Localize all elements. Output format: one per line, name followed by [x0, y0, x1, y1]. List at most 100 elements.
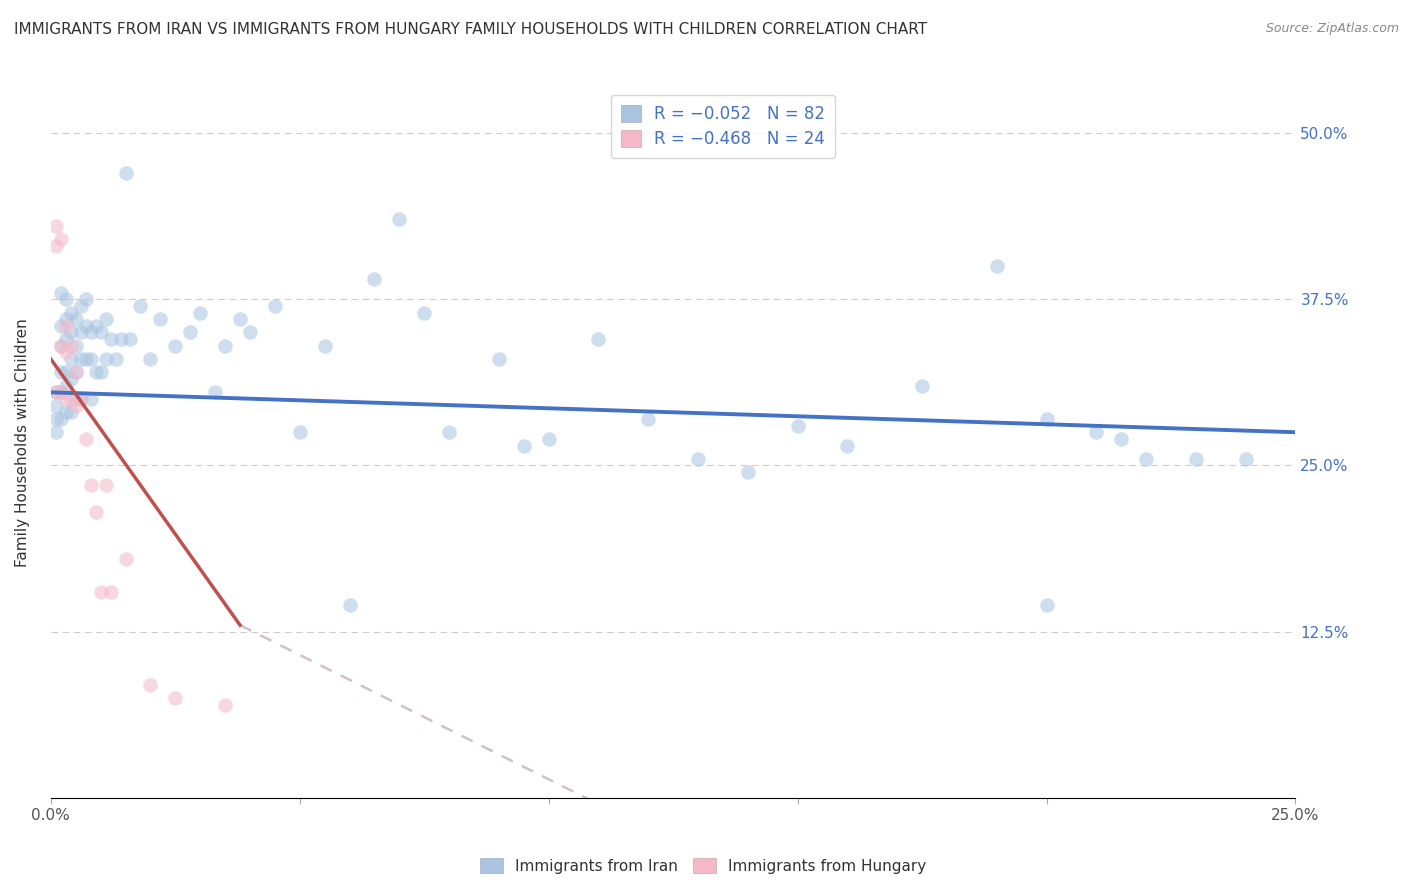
Point [786, 418, 808, 433]
Point [204, 385, 226, 400]
Point [55, 365, 77, 379]
Point [49, 232, 72, 246]
Point [84, 318, 107, 333]
Point [65, 399, 87, 413]
Point [84, 365, 107, 379]
Point [110, 332, 132, 346]
Point [69, 352, 91, 367]
Point [263, 299, 285, 313]
Point [214, 339, 236, 353]
Point [65, 339, 87, 353]
Point [363, 272, 385, 286]
Point [129, 299, 152, 313]
Point [59, 372, 82, 386]
Point [100, 585, 122, 599]
Point [49, 385, 72, 400]
Point [59, 392, 82, 406]
Point [59, 339, 82, 353]
Point [65, 365, 87, 379]
Point [837, 438, 859, 452]
Point [55, 405, 77, 419]
Point [45, 399, 67, 413]
Point [79, 326, 101, 340]
Point [49, 412, 72, 426]
Point [1109, 432, 1132, 446]
Point [45, 239, 67, 253]
Point [149, 312, 172, 326]
Point [94, 352, 117, 367]
Point [79, 352, 101, 367]
Point [314, 339, 336, 353]
Point [139, 678, 162, 692]
Point [45, 425, 67, 440]
Point [55, 392, 77, 406]
Point [49, 285, 72, 300]
Point [413, 305, 436, 319]
Point [104, 352, 127, 367]
Point [179, 326, 201, 340]
Point [588, 332, 610, 346]
Point [65, 312, 87, 326]
Point [637, 412, 659, 426]
Point [59, 326, 82, 340]
Point [75, 352, 97, 367]
Point [45, 219, 67, 233]
Point [55, 332, 77, 346]
Point [120, 332, 142, 346]
Legend: R = −0.052   N = 82, R = −0.468   N = 24: R = −0.052 N = 82, R = −0.468 N = 24 [610, 95, 835, 158]
Point [49, 365, 72, 379]
Point [1035, 598, 1057, 612]
Point [45, 412, 67, 426]
Point [1234, 451, 1257, 466]
Point [437, 425, 460, 440]
Point [84, 505, 107, 519]
Point [229, 312, 252, 326]
Point [69, 326, 91, 340]
Point [114, 166, 136, 180]
Point [79, 392, 101, 406]
Point [55, 378, 77, 392]
Point [45, 385, 67, 400]
Point [79, 478, 101, 492]
Point [686, 451, 709, 466]
Point [339, 598, 361, 612]
Point [139, 352, 162, 367]
Text: Source: ZipAtlas.com: Source: ZipAtlas.com [1265, 22, 1399, 36]
Point [214, 698, 236, 712]
Point [1085, 425, 1108, 440]
Point [165, 339, 187, 353]
Point [55, 292, 77, 306]
Y-axis label: Family Households with Children: Family Households with Children [15, 318, 30, 566]
Point [45, 385, 67, 400]
Point [388, 212, 411, 227]
Point [737, 465, 759, 479]
Point [114, 551, 136, 566]
Point [55, 318, 77, 333]
Point [69, 392, 91, 406]
Point [59, 305, 82, 319]
Point [69, 299, 91, 313]
Point [90, 585, 112, 599]
Text: IMMIGRANTS FROM IRAN VS IMMIGRANTS FROM HUNGARY FAMILY HOUSEHOLDS WITH CHILDREN : IMMIGRANTS FROM IRAN VS IMMIGRANTS FROM … [14, 22, 927, 37]
Point [1035, 412, 1057, 426]
Point [75, 432, 97, 446]
Point [55, 345, 77, 359]
Point [165, 691, 187, 706]
Point [49, 339, 72, 353]
Point [69, 392, 91, 406]
Point [288, 425, 311, 440]
Point [239, 326, 262, 340]
Point [59, 405, 82, 419]
Point [90, 365, 112, 379]
Point [1135, 451, 1157, 466]
Point [94, 312, 117, 326]
Point [49, 385, 72, 400]
Point [65, 392, 87, 406]
Legend: Immigrants from Iran, Immigrants from Hungary: Immigrants from Iran, Immigrants from Hu… [474, 852, 932, 880]
Point [49, 318, 72, 333]
Point [75, 318, 97, 333]
Point [55, 312, 77, 326]
Point [488, 352, 510, 367]
Point [188, 305, 211, 319]
Point [911, 378, 934, 392]
